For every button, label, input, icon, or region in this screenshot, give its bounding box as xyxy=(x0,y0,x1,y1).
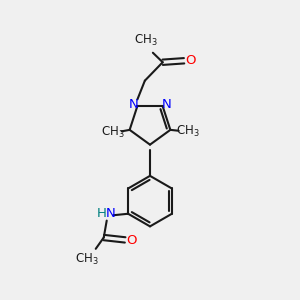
Text: O: O xyxy=(126,234,136,247)
Text: CH$_3$: CH$_3$ xyxy=(75,252,99,267)
Text: N: N xyxy=(161,98,171,111)
Text: O: O xyxy=(185,54,195,67)
Text: N: N xyxy=(129,98,139,111)
Text: CH$_3$: CH$_3$ xyxy=(101,125,125,140)
Text: H: H xyxy=(96,207,106,220)
Text: N: N xyxy=(105,207,115,220)
Text: CH$_3$: CH$_3$ xyxy=(134,33,158,48)
Text: CH$_3$: CH$_3$ xyxy=(176,124,200,139)
